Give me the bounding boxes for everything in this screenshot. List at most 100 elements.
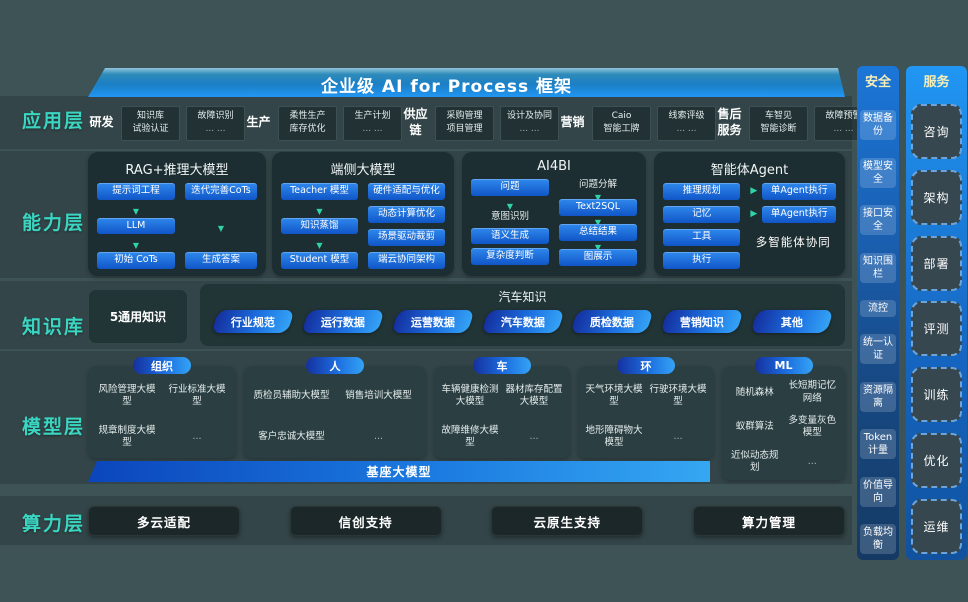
security-item: 负载均衡 <box>860 523 896 554</box>
model-item: 行业标准大模型 <box>168 383 226 407</box>
service-item: 优化 <box>911 433 962 489</box>
security-item: 知识围栏 <box>860 252 896 283</box>
model-item: ... <box>192 430 202 442</box>
application-layer-band <box>0 96 852 149</box>
app-feature-text: 知识库 <box>136 110 164 121</box>
flow-box: 总结结果 <box>559 224 637 241</box>
application-layer-row: 研发 知识库 试验认证 故障识别 ... ... 生产 柔性生产 库存优化 生产… <box>88 99 873 147</box>
app-feature-box: 采购管理 项目管理 <box>435 105 494 141</box>
flow-box: 工具 <box>663 229 741 246</box>
service-item: 架构 <box>911 169 962 225</box>
auto-knowledge-title: 汽车知识 <box>498 290 547 304</box>
model-group-tag: 人 <box>306 357 364 374</box>
app-group-rd: 研发 知识库 试验认证 故障识别 ... ... <box>88 105 245 141</box>
model-item: ... <box>807 455 817 467</box>
app-feature-box: 线索评级 ... ... <box>657 105 716 141</box>
app-group-label: 研发 <box>89 115 114 130</box>
security-strip-title: 安全 <box>864 75 891 90</box>
flow-box: 场景驱动裁剪 <box>368 229 445 246</box>
flow-box: LLM <box>97 217 175 235</box>
knowledge-pill: 质检数据 <box>570 310 655 333</box>
app-feature-text: ... ... <box>362 124 383 134</box>
app-group-label: 营销 <box>560 115 585 130</box>
flow-box: 执行 <box>663 252 741 269</box>
app-feature-text: ... ... <box>205 124 226 134</box>
layer-label-knowledge: 知识库 <box>22 316 86 338</box>
app-feature-text: 柔性生产 <box>289 110 326 121</box>
model-group-tag: 环 <box>617 357 675 374</box>
app-group-label: 生产 <box>246 115 271 130</box>
service-item: 训练 <box>911 367 962 423</box>
app-group-label: 供应链 <box>403 107 428 137</box>
app-feature-box: 生产计划 ... ... <box>343 105 402 141</box>
arrow-down-icon <box>471 200 549 208</box>
app-feature-box: 故障识别 ... ... <box>186 105 245 141</box>
flow-box: 迭代完善CoTs <box>184 183 257 200</box>
security-strip: 安全 数据备份 模型安全 接口安全 知识围栏 流控 统一认证 资源隔离 Toke… <box>857 66 899 560</box>
app-feature-text: ... ... <box>676 124 697 134</box>
capability-panel-rag: RAG+推理大模型 提示词工程 LLM 初始 CoTs 迭代完善CoTs 生成答… <box>88 152 266 276</box>
model-group-vehicle: 车 车辆健康检测大模型 器材库存配置大模型 故障维修大模型 ... <box>434 357 570 458</box>
service-strip: 服务 咨询 架构 部署 评测 训练 优化 运维 <box>906 66 967 560</box>
security-item: Token计量 <box>860 429 896 460</box>
model-item: 地形障碍物大模型 <box>585 424 643 448</box>
compute-item-cloudnative: 云原生支持 <box>491 506 644 536</box>
flow-box: 知识蒸馏 <box>281 217 358 235</box>
flow-box: 记忆 <box>663 206 741 223</box>
arrow-down-icon <box>559 241 637 249</box>
app-group-after-sales: 售后服务 车智见 智能诊断 故障预警 ... ... <box>716 105 873 141</box>
foundation-model-bar: 基座大模型 <box>88 461 710 482</box>
service-item: 咨询 <box>911 103 962 159</box>
knowledge-pill-label: 运行数据 <box>320 315 365 329</box>
app-group-supply-chain: 供应链 采购管理 项目管理 设计及协同 ... ... <box>402 105 559 141</box>
flow-box: 单Agent执行 <box>762 205 836 223</box>
app-feature-text: 智能工牌 <box>603 124 640 134</box>
flow-box: 问题 <box>471 179 549 196</box>
panel-title: RAG+推理大模型 <box>125 163 229 178</box>
knowledge-pill-row: 行业规范 运行数据 运营数据 汽车数据 质检数据 营销知识 其他 <box>208 310 837 333</box>
panel-title: 端侧大模型 <box>330 163 396 178</box>
service-item: 评测 <box>911 301 962 357</box>
security-item: 模型安全 <box>860 157 896 188</box>
app-feature-box: 设计及协同 ... ... <box>500 105 559 141</box>
flow-box: Student 模型 <box>281 252 358 269</box>
panel-title: AI4BI <box>537 159 571 174</box>
panel-title: 智能体Agent <box>710 163 789 178</box>
knowledge-pill-label: 质检数据 <box>590 315 635 329</box>
capability-panel-ai4bi: AI4BI 问题 意图识别 语义生成 复杂度判断 问题分解 Text2SQL 总… <box>462 152 646 276</box>
knowledge-pill: 汽车数据 <box>480 310 565 333</box>
arrow-down-icon <box>559 216 637 224</box>
knowledge-pill: 其他 <box>750 310 834 333</box>
arrow-down-icon <box>281 205 358 213</box>
flow-box: 端云协同架构 <box>368 252 445 269</box>
app-group-label: 售后服务 <box>717 107 742 137</box>
app-feature-text: 故障预警 <box>825 110 862 121</box>
flow-box: 推理规划 <box>663 183 741 200</box>
arrow-down-icon <box>559 191 637 199</box>
flow-box: 图展示 <box>559 248 637 266</box>
model-group-tag: ML <box>754 357 813 374</box>
flow-box: 初始 CoTs <box>97 252 175 269</box>
app-feature-text: 库存优化 <box>289 124 326 134</box>
flow-box: 语义生成 <box>471 227 549 245</box>
model-group-environment: 环 天气环境大模型 行驶环境大模型 地形障碍物大模型 ... <box>578 357 714 458</box>
layer-label-application: 应用层 <box>22 110 86 132</box>
arrow-right-icon <box>750 209 760 219</box>
model-item: 多变量灰色模型 <box>788 415 836 439</box>
app-feature-box: 柔性生产 库存优化 <box>278 105 337 141</box>
compute-item-management: 算力管理 <box>692 506 845 536</box>
app-feature-box: 车智见 智能诊断 <box>749 105 808 141</box>
service-strip-title: 服务 <box>923 75 950 90</box>
model-item: 故障维修大模型 <box>441 424 499 448</box>
model-item: 风险管理大模型 <box>98 383 156 407</box>
flow-box: 复杂度判断 <box>471 248 549 265</box>
model-item: 销售培训大模型 <box>345 389 412 401</box>
service-item: 运维 <box>911 498 962 554</box>
compute-item-multicloud: 多云适配 <box>88 506 240 536</box>
knowledge-pill: 行业规范 <box>211 310 295 333</box>
model-item: 客户忠诚大模型 <box>258 430 325 442</box>
compute-layer-row: 多云适配 信创支持 云原生支持 算力管理 <box>88 506 845 536</box>
model-group-people: 人 质检员辅助大模型 销售培训大模型 客户忠诚大模型 ... <box>244 357 426 458</box>
security-item: 统一认证 <box>860 334 896 365</box>
